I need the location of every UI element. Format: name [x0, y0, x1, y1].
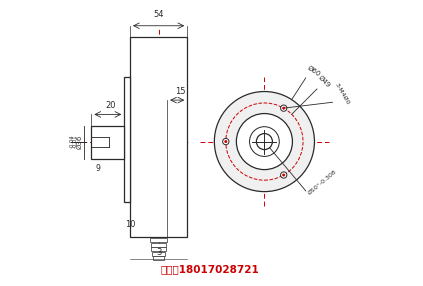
Text: Ø49: Ø49	[318, 74, 332, 89]
Circle shape	[280, 105, 287, 111]
Text: 9: 9	[96, 164, 101, 173]
Text: 3-M4Ø0: 3-M4Ø0	[333, 82, 350, 106]
Text: 10: 10	[125, 220, 135, 229]
Circle shape	[225, 140, 227, 143]
Text: Ø60: Ø60	[306, 65, 321, 78]
Bar	[130, 37, 187, 237]
Bar	[151, 247, 166, 251]
Circle shape	[236, 114, 292, 170]
Bar	[150, 238, 167, 242]
Bar	[151, 243, 167, 247]
Text: Ø10°-0.308: Ø10°-0.308	[307, 169, 338, 196]
Text: 手机：18017028721: 手机：18017028721	[160, 264, 259, 274]
Text: 54: 54	[154, 10, 164, 19]
Circle shape	[256, 134, 272, 150]
Text: 3: 3	[156, 249, 161, 257]
Text: Ø36: Ø36	[77, 134, 83, 149]
Circle shape	[283, 174, 285, 176]
Bar	[152, 252, 165, 256]
Circle shape	[214, 92, 314, 192]
Bar	[91, 126, 124, 159]
Bar	[124, 77, 130, 202]
Text: -0.04: -0.04	[69, 135, 74, 148]
Text: -0.01: -0.01	[73, 135, 78, 148]
Circle shape	[222, 138, 229, 145]
Bar	[153, 256, 165, 260]
Circle shape	[283, 107, 285, 109]
Text: 20: 20	[105, 101, 116, 110]
Circle shape	[280, 172, 287, 178]
Text: 15: 15	[175, 87, 185, 96]
